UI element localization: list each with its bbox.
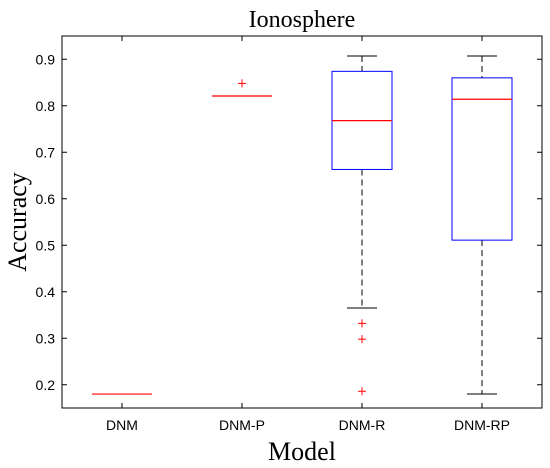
box-dnm-rp (451, 55, 513, 395)
outlier-marker (358, 387, 366, 396)
y-tick-label: 0.7 (36, 144, 56, 160)
outlier-marker (358, 319, 366, 328)
y-tick-label: 0.9 (36, 51, 56, 67)
y-tick-label: 0.2 (36, 377, 56, 393)
box-series (92, 55, 513, 396)
x-axis-label: Model (268, 437, 336, 466)
box-dnm-r (331, 55, 393, 396)
iqr-box (451, 77, 513, 241)
y-tick-label: 0.6 (36, 191, 56, 207)
x-tick-label: DNM-RP (454, 417, 510, 433)
box-dnm-p (212, 79, 272, 97)
x-tick-label: DNM-P (219, 417, 265, 433)
chart-title: Ionosphere (249, 7, 356, 33)
y-axis-ticks: 0.2 0.3 0.4 0.5 0.6 0.7 0.8 0.9 (36, 51, 542, 393)
x-tick-label: DNM-R (339, 417, 386, 433)
outlier-marker (238, 79, 246, 88)
plot-frame (61, 35, 543, 409)
y-tick-label: 0.5 (36, 237, 56, 253)
y-tick-label: 0.4 (36, 284, 56, 300)
x-axis-ticks: DNM DNM-P DNM-R DNM-RP (106, 36, 510, 433)
outlier-marker (358, 335, 366, 344)
y-axis-label: Accuracy (3, 172, 32, 272)
y-tick-label: 0.8 (36, 98, 56, 114)
y-tick-label: 0.3 (36, 330, 56, 346)
x-tick-label: DNM (106, 417, 138, 433)
